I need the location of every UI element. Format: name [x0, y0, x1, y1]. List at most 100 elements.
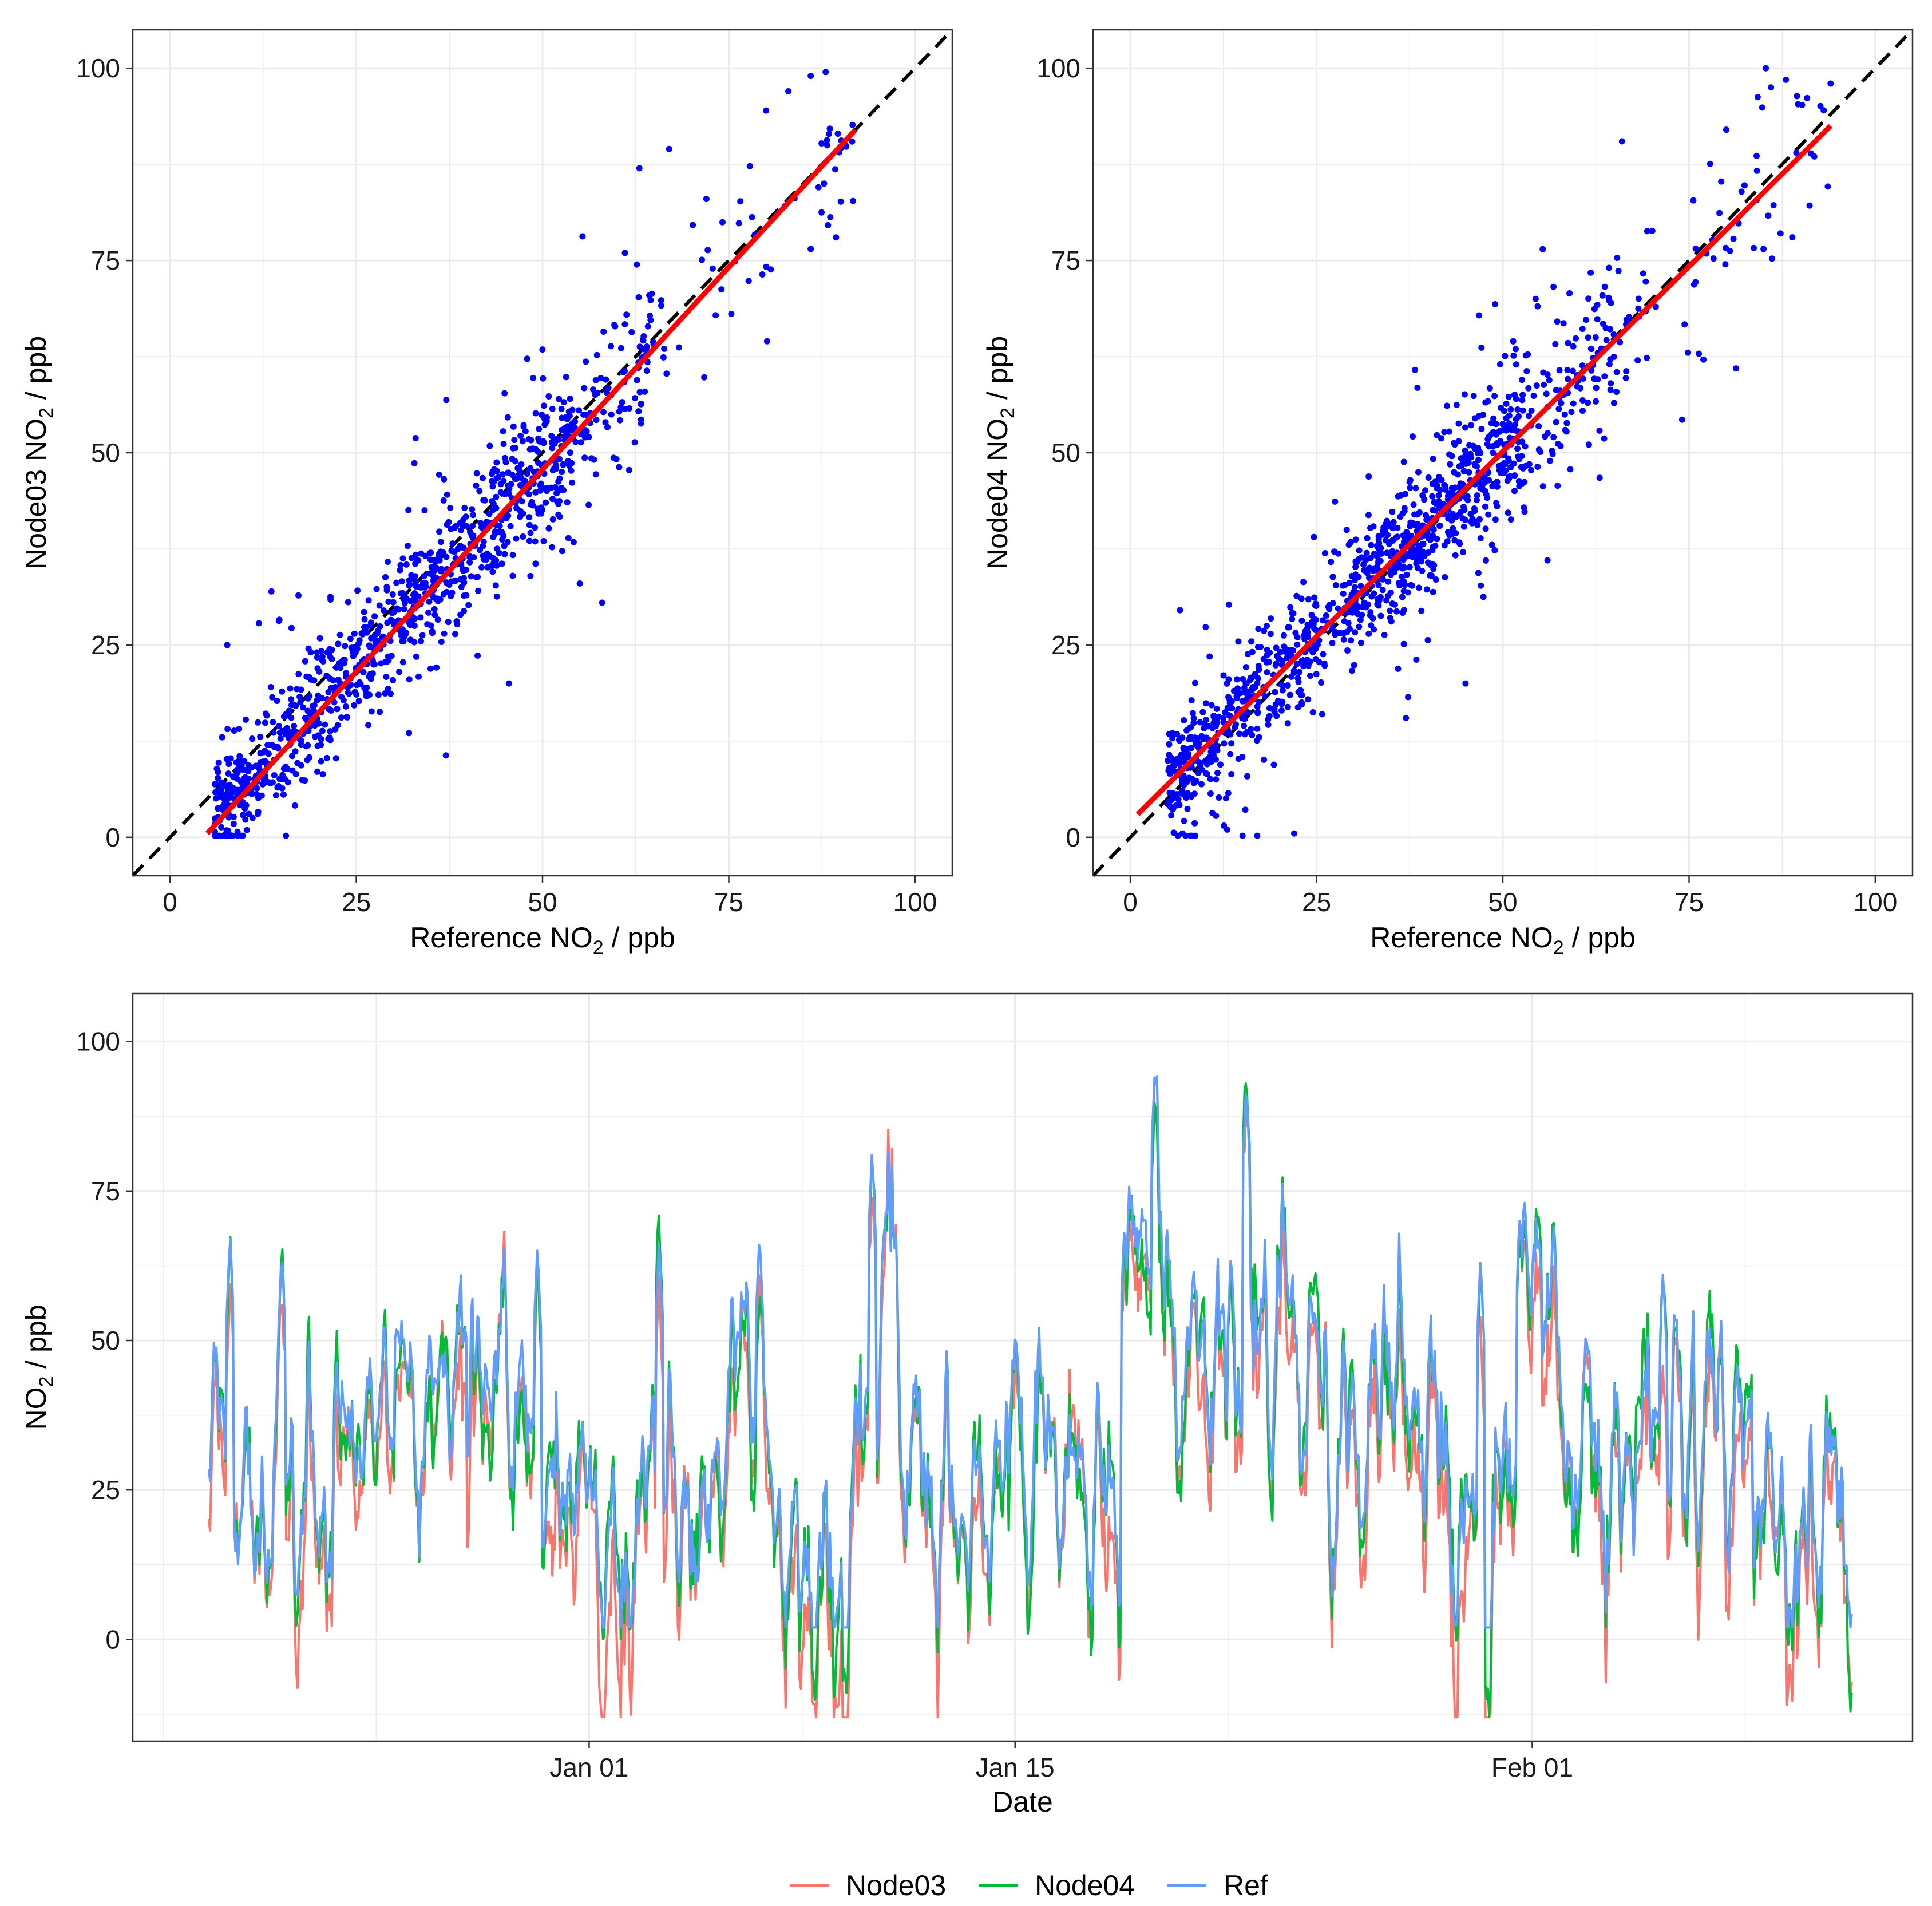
scatter-point [454, 545, 461, 552]
scatter-point [1460, 468, 1467, 474]
scatter-point [532, 489, 539, 496]
scatter-point [306, 693, 313, 699]
scatter-point [1343, 527, 1350, 533]
scatter-point [1507, 516, 1514, 523]
scatter-point [1525, 351, 1531, 358]
scatter-point [535, 448, 541, 455]
scatter-point [294, 686, 300, 693]
scatter-point [1561, 411, 1568, 418]
scatter-point [1468, 422, 1474, 429]
scatter-point [849, 138, 856, 145]
scatter-point [1452, 552, 1459, 559]
scatter-point [613, 456, 620, 462]
scatter-point [1195, 759, 1202, 766]
scatter-point [1311, 533, 1317, 540]
scatter-point [1789, 234, 1796, 241]
scatter-point [1377, 612, 1384, 619]
scatter-node03-identity-group [131, 28, 954, 877]
scatter-point [1568, 409, 1575, 416]
scatter-point [307, 649, 314, 656]
scatter-point [1528, 466, 1535, 473]
scatter-point [1460, 523, 1467, 530]
scatter-point [304, 757, 311, 764]
scatter-point [608, 411, 615, 418]
scatter-point [406, 676, 413, 683]
scatter-point [545, 393, 552, 400]
scatter-point [1360, 554, 1367, 561]
scatter-point [474, 574, 481, 580]
scatter-point [1534, 303, 1541, 310]
scatter-point [374, 637, 381, 644]
scatter-point [1769, 255, 1775, 262]
scatter-point [1451, 537, 1458, 544]
scatter-point [298, 737, 304, 744]
scatter-point [264, 742, 271, 748]
scatter-point [279, 772, 286, 778]
scatter-point [437, 548, 444, 555]
scatter-point [1266, 649, 1273, 656]
scatter-point [1601, 373, 1608, 380]
scatter-point [276, 616, 283, 623]
scatter-point [447, 504, 454, 511]
scatter-point [833, 234, 840, 241]
scatter-point [1459, 481, 1466, 488]
scatter-point [1436, 473, 1442, 480]
scatter-point [536, 425, 543, 432]
scatter-point [1596, 427, 1603, 434]
scatter-point [1415, 584, 1422, 591]
scatter-point [1384, 523, 1391, 530]
scatter-point [590, 386, 596, 393]
scatter-point [540, 375, 547, 382]
scatter-point [427, 622, 434, 629]
scatter-point [296, 693, 303, 700]
scatter-point [1552, 341, 1559, 347]
scatter-point [1607, 386, 1614, 393]
scatter-point [1519, 392, 1526, 398]
scatter-point [1480, 594, 1487, 600]
scatter-point [1475, 445, 1482, 451]
scatter-point [446, 582, 453, 588]
scatter-point [549, 445, 556, 452]
scatter-point [478, 524, 485, 531]
scatter-point [1555, 405, 1562, 412]
scatter-point [382, 690, 389, 697]
scatter-point [625, 466, 632, 473]
scatter-point [302, 658, 308, 665]
scatter-point [325, 735, 332, 742]
scatter-point [1511, 392, 1518, 398]
scatter-point [1436, 504, 1443, 511]
scatter-point [745, 278, 752, 284]
scatter-point [1284, 682, 1291, 689]
scatter-point [219, 734, 225, 741]
scatter-point [466, 559, 473, 566]
scatter-point [1357, 616, 1364, 623]
scatter-point [361, 616, 368, 623]
scatter-point [1374, 563, 1380, 570]
scatter-point [1406, 564, 1413, 571]
scatter-point [1254, 832, 1261, 839]
scatter-node03-x-title: Reference NO2 / ppb [410, 922, 675, 959]
scatter-point [1260, 655, 1267, 662]
x-tick-label: 100 [893, 887, 937, 917]
scatter-point [1321, 662, 1328, 669]
scatter-point [1558, 400, 1565, 406]
scatter-point [1401, 564, 1408, 571]
scatter-point [418, 638, 424, 644]
scatter-point [1280, 687, 1286, 694]
scatter-point [1287, 604, 1294, 611]
scatter-point [477, 547, 483, 553]
scatter-point [1203, 734, 1210, 741]
scatter-point [1700, 356, 1707, 363]
scatter-point [1395, 580, 1402, 586]
scatter-point [612, 323, 619, 330]
scatter-point [1166, 764, 1173, 771]
scatter-point [676, 344, 682, 351]
scatter-point [1513, 361, 1519, 368]
scatter-point [1585, 441, 1592, 448]
scatter-point [408, 572, 415, 579]
scatter-point [1514, 445, 1521, 452]
scatter-point [1352, 629, 1359, 636]
scatter-point [243, 802, 250, 809]
scatter-point [807, 73, 814, 80]
scatter-point [368, 708, 375, 715]
